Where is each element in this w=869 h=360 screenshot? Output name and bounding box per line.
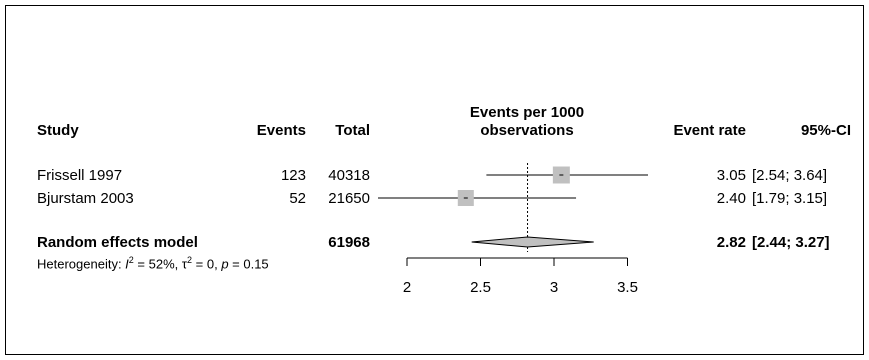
x-axis-tick-label: 2 — [403, 279, 411, 296]
summary-total: 61968 — [328, 234, 370, 251]
study-label: Frissell 1997 — [37, 167, 123, 184]
x-axis-tick-label: 3 — [550, 279, 558, 296]
study-ci: [1.79; 3.15] — [752, 190, 828, 207]
summary-event-rate: 2.82 — [716, 234, 746, 251]
study-total: 40318 — [328, 167, 370, 184]
header-plot-line1: Events per 1000 — [469, 104, 585, 121]
header-study: Study — [37, 122, 79, 139]
summary-ci: [2.44; 3.27] — [752, 234, 830, 251]
study-events: 52 — [289, 190, 306, 207]
summary-diamond — [471, 236, 594, 248]
study-label: Bjurstam 2003 — [37, 190, 134, 207]
header-ci: 95%-CI — [800, 122, 851, 139]
header-event-rate: Event rate — [673, 122, 746, 139]
heterogeneity-text: Heterogeneity: I2 = 52%, τ2 = 0, p = 0.1… — [37, 255, 269, 272]
header-events: Events — [256, 122, 306, 139]
study-event-rate: 2.40 — [716, 190, 746, 207]
x-axis-tick-label: 3.5 — [617, 279, 638, 296]
study-ci: [2.54; 3.64] — [752, 167, 828, 184]
study-event-rate: 3.05 — [716, 167, 746, 184]
header-total: Total — [335, 122, 370, 139]
figure-frame — [5, 5, 864, 355]
study-total: 21650 — [328, 190, 370, 207]
header-plot-line2: observations — [480, 122, 574, 139]
study-events: 123 — [280, 167, 306, 184]
x-axis-tick-label: 2.5 — [470, 279, 491, 296]
summary-label: Random effects model — [37, 234, 198, 251]
